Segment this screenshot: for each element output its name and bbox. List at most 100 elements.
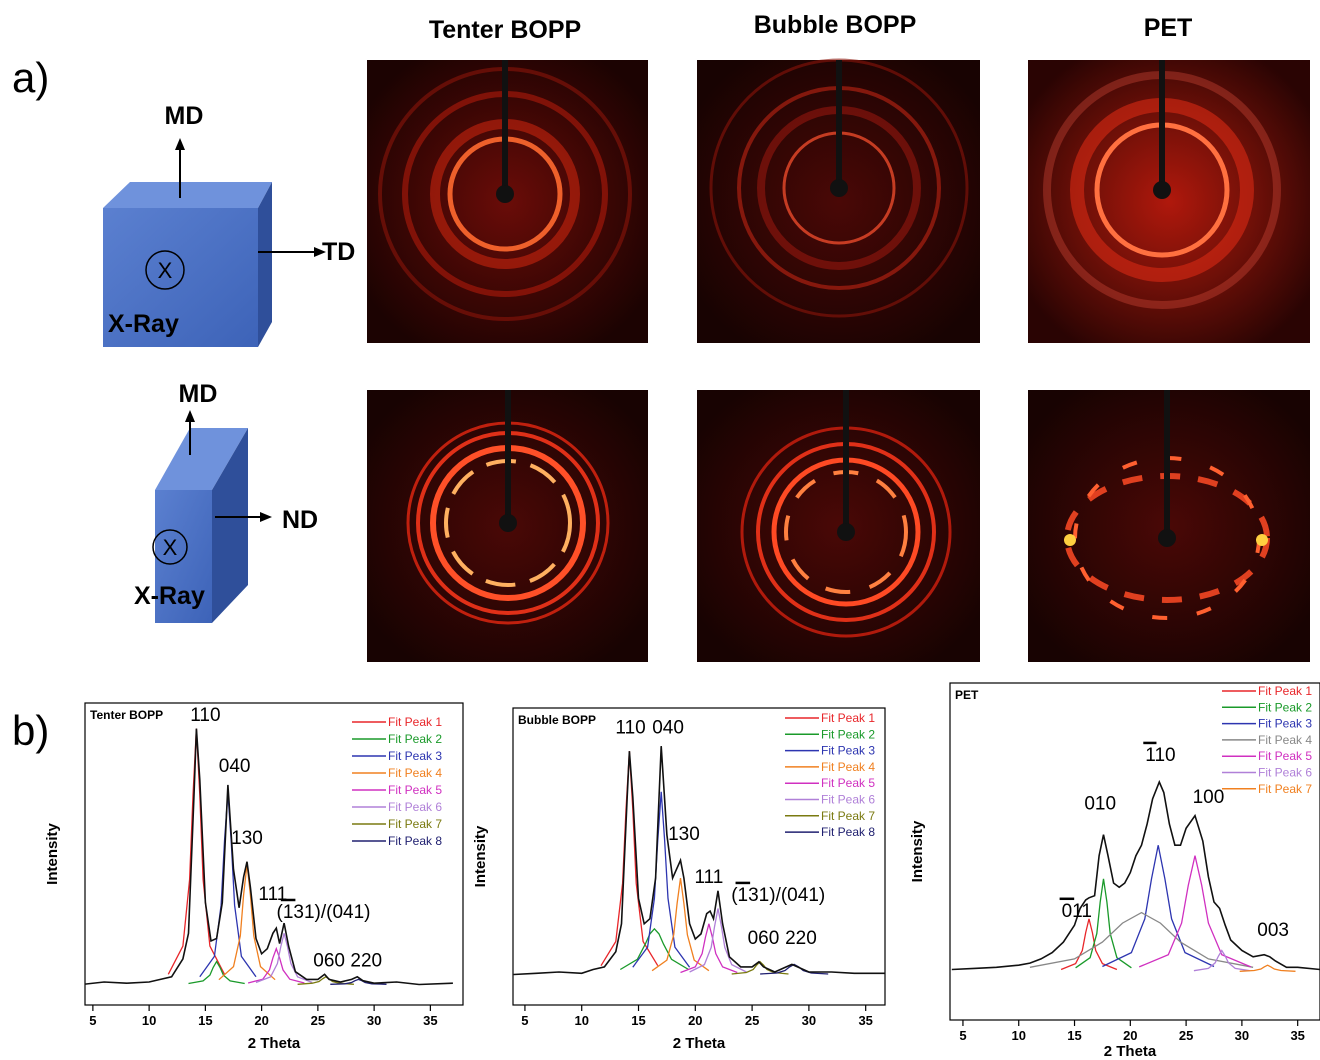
legend-label: Fit Peak 1	[1258, 684, 1312, 698]
legend-label: Fit Peak 2	[1258, 700, 1312, 714]
y-axis-label: Intensity	[44, 823, 61, 885]
x-tick-label: 10	[1011, 1028, 1025, 1043]
legend-label: Fit Peak 2	[821, 727, 875, 741]
legend-label: Fit Peak 6	[1258, 766, 1312, 780]
plot-frame	[84, 702, 464, 1006]
column-title: Bubble BOPP	[754, 11, 917, 39]
panel-label: a)	[12, 54, 49, 101]
x-tick-label: 35	[423, 1013, 437, 1028]
series-line	[689, 908, 747, 973]
series-line	[1029, 911, 1254, 968]
plot-area	[85, 728, 453, 986]
peak-label: 060	[313, 951, 345, 972]
legend-label: Fit Peak 6	[821, 793, 875, 807]
legend-label: Fit Peak 3	[821, 744, 875, 758]
chart: 5 10 15 20 25 30 35 2 Theta Intensity Tenter BOPP…	[44, 702, 464, 1052]
x-tick-label: 15	[631, 1013, 645, 1028]
peak-label: 010	[1084, 793, 1116, 814]
diffraction-image	[367, 390, 648, 662]
x-tick-label: 30	[1235, 1028, 1249, 1043]
plot-area	[951, 779, 1320, 972]
legend-label: Fit Peak 7	[1258, 782, 1312, 796]
film-diagram	[103, 138, 326, 347]
column-title: PET	[1144, 14, 1193, 42]
legend-label: Fit Peak 5	[388, 783, 442, 797]
chart-title: Tenter BOPP	[90, 708, 163, 722]
diffraction-image	[697, 390, 980, 662]
x-tick-label: 10	[142, 1013, 156, 1028]
x-tick-label: 30	[367, 1013, 381, 1028]
peak-label: 110	[615, 717, 645, 738]
x-tick-label: 20	[688, 1013, 702, 1028]
series-line	[188, 960, 245, 985]
series-line	[85, 728, 453, 986]
peak-label: (131)/(041)	[277, 902, 371, 923]
plot-frame	[512, 707, 886, 1006]
axis-label: ND	[282, 506, 318, 534]
legend-label: Fit Peak 3	[388, 749, 442, 763]
peak-label: 040	[652, 717, 684, 738]
legend-label: Fit Peak 3	[1258, 717, 1312, 731]
peak-label: 111	[258, 884, 287, 905]
beam-label: X-Ray	[134, 582, 205, 610]
peak-label: 060	[748, 928, 780, 949]
series-line	[632, 791, 691, 968]
legend-label: Fit Peak 4	[388, 766, 442, 780]
series-line	[1075, 878, 1132, 969]
peak-label: 003	[1257, 920, 1289, 941]
series-line	[330, 978, 387, 985]
peak-label: 220	[350, 951, 382, 972]
peak-label: 111	[694, 867, 723, 888]
beam-label: X	[158, 258, 173, 283]
series-line	[951, 779, 1320, 971]
peak-label: 100	[1193, 787, 1225, 808]
peak-label: (131)/(041)	[731, 885, 825, 906]
panel-label: b)	[12, 707, 49, 754]
legend-label: Fit Peak 7	[388, 817, 442, 831]
x-tick-label: 35	[858, 1013, 872, 1028]
peak-label: 110	[1145, 745, 1175, 766]
y-axis-label: Intensity	[472, 825, 489, 887]
diffraction-image	[367, 60, 648, 343]
legend-label: Fit Peak 5	[1258, 749, 1312, 763]
x-tick-label: 5	[959, 1028, 966, 1043]
legend-label: Fit Peak 6	[388, 800, 442, 814]
series-line	[218, 864, 276, 981]
peak-label: 011	[1062, 901, 1092, 922]
series-line	[731, 960, 789, 975]
x-tick-label: 25	[1179, 1028, 1193, 1043]
axis-label: TD	[322, 238, 355, 266]
chart: 5 10 15 20 25 30 35 2 Theta Intensity Bubble BOPP…	[472, 707, 886, 1052]
legend-label: Fit Peak 8	[388, 834, 442, 848]
legend-label: Fit Peak 1	[388, 715, 442, 729]
legend-label: Fit Peak 4	[821, 760, 875, 774]
x-tick-label: 25	[745, 1013, 759, 1028]
x-tick-label: 20	[1123, 1028, 1137, 1043]
series-line	[1193, 949, 1250, 972]
chart: 5 10 15 20 25 30 35 2 Theta Intensity PET Fit Peak…	[909, 682, 1320, 1060]
peak-label: 040	[219, 756, 251, 777]
peak-label: 130	[668, 824, 700, 845]
series-line	[199, 792, 257, 978]
diffraction-image	[1028, 60, 1310, 343]
series-line	[1138, 855, 1252, 968]
peak-label: 130	[231, 828, 263, 849]
plot-area	[513, 746, 885, 976]
series-line	[1060, 918, 1118, 971]
x-tick-label: 30	[802, 1013, 816, 1028]
plot-frame	[949, 682, 1320, 1021]
series-line	[513, 746, 885, 976]
beam-label: X-Ray	[108, 310, 179, 338]
series-line	[619, 927, 689, 971]
x-tick-label: 10	[574, 1013, 588, 1028]
x-tick-label: 20	[254, 1013, 268, 1028]
series-line	[247, 946, 305, 984]
diffraction-image	[697, 58, 980, 343]
y-axis-label: Intensity	[909, 820, 926, 882]
legend-label: Fit Peak 4	[1258, 733, 1312, 747]
x-tick-label: 15	[1067, 1028, 1081, 1043]
series-line	[1239, 964, 1296, 972]
legend-label: Fit Peak 8	[821, 825, 875, 839]
axis-label: MD	[179, 380, 218, 408]
